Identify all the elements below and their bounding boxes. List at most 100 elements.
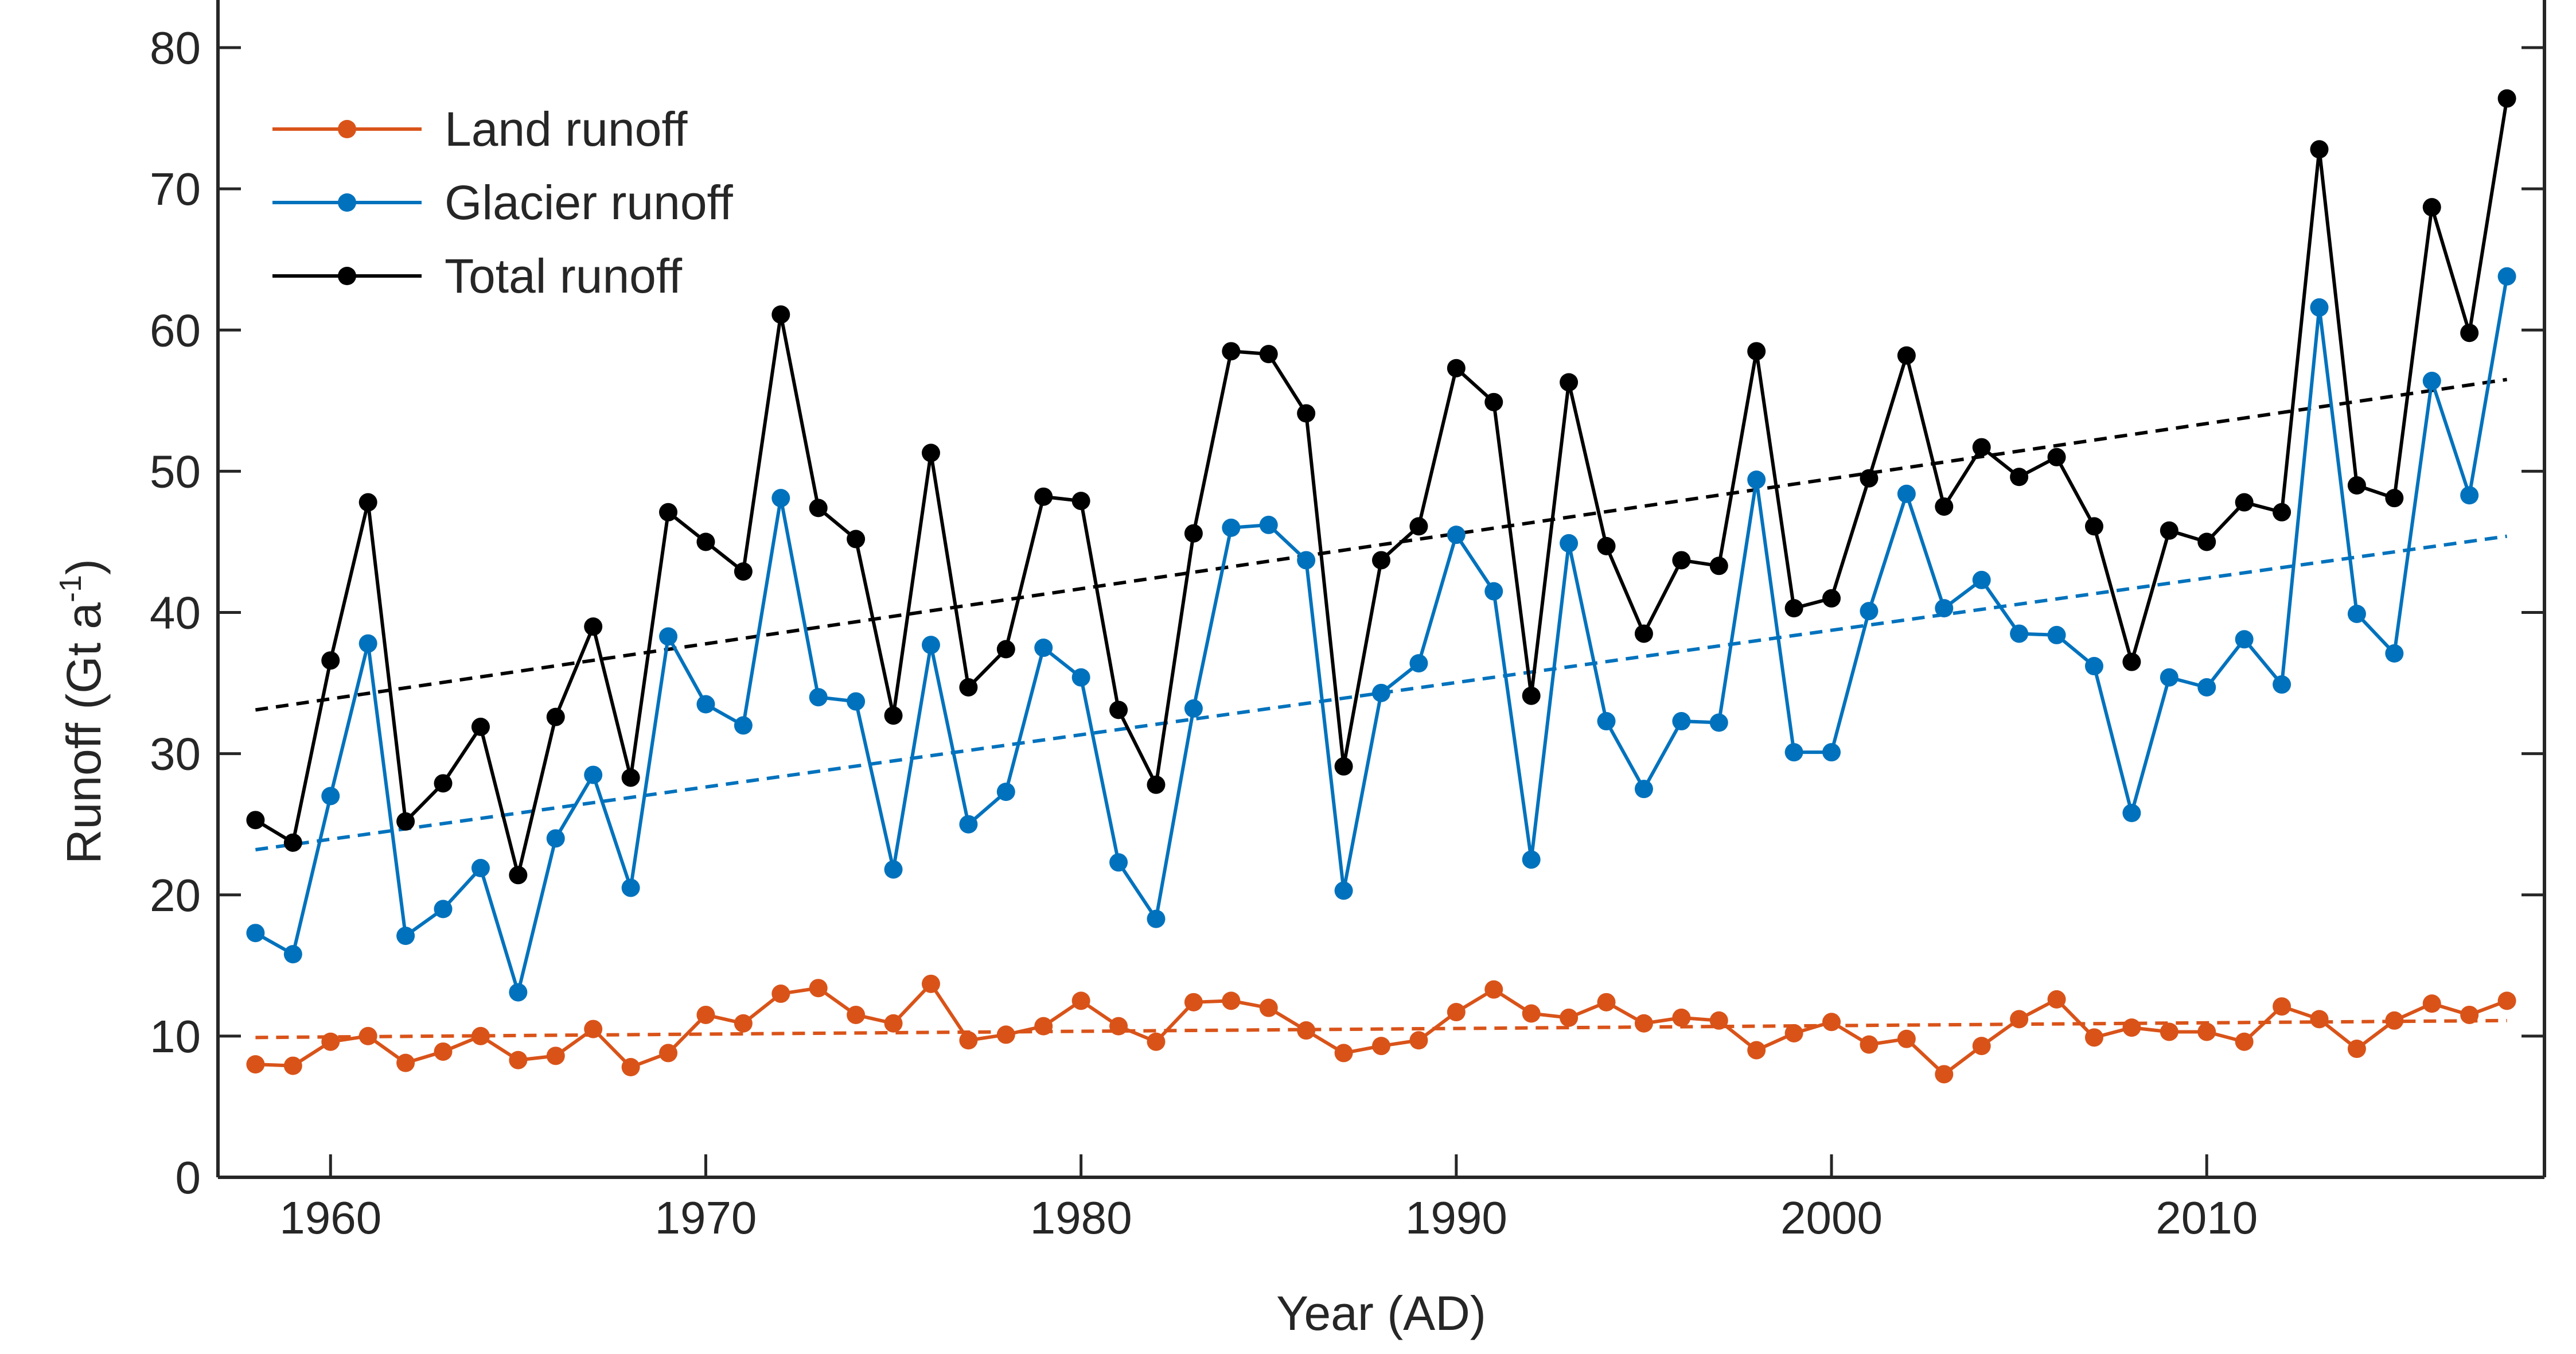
land-runoff-point xyxy=(358,1026,377,1045)
glacier-runoff-point xyxy=(396,927,415,946)
glacier-runoff-point xyxy=(1034,639,1053,657)
glacier-runoff-point xyxy=(1297,551,1316,570)
total-runoff-point xyxy=(1897,346,1916,365)
total-runoff-point xyxy=(1784,599,1803,618)
total-runoff-point xyxy=(2197,532,2216,551)
glacier-runoff-point xyxy=(2235,630,2254,649)
total-runoff-point xyxy=(2160,521,2179,540)
total-runoff-point xyxy=(2235,493,2254,512)
glacier-runoff-series xyxy=(246,267,2516,1002)
total-runoff-point xyxy=(509,866,528,885)
total-runoff-point xyxy=(1709,557,1728,575)
total-runoff-point xyxy=(1634,624,1653,643)
total-runoff-point xyxy=(2497,89,2516,108)
glacier-runoff-point xyxy=(1935,599,1954,618)
glacier-runoff-point xyxy=(734,716,753,735)
total-runoff-point xyxy=(1071,492,1090,511)
glacier-runoff-point xyxy=(1672,712,1691,731)
land-runoff-point xyxy=(1972,1037,1991,1056)
glacier-runoff-point xyxy=(1222,518,1241,537)
glacier-runoff-point xyxy=(1597,712,1616,731)
glacier-runoff-point xyxy=(1184,699,1203,718)
land-runoff-trend-line xyxy=(255,1018,2507,1040)
total-runoff-point xyxy=(1409,517,1428,536)
x-tick-label: 1990 xyxy=(1405,1192,1507,1243)
total-runoff-point xyxy=(1297,404,1316,423)
total-runoff-point xyxy=(809,499,828,518)
glacier-runoff-point xyxy=(921,636,940,655)
land-runoff-point xyxy=(2422,994,2441,1013)
total-runoff-point xyxy=(1372,551,1390,570)
legend: Land runoff Glacier runoff Total runoff xyxy=(272,102,733,303)
glacier-runoff-point xyxy=(621,878,640,897)
glacier-runoff-point xyxy=(2122,804,2141,823)
glacier-runoff-point xyxy=(1484,582,1503,601)
glacier-runoff-point xyxy=(1747,470,1766,489)
y-tick-label: 20 xyxy=(150,870,201,921)
total-runoff-point xyxy=(2460,324,2479,343)
land-runoff-point xyxy=(1784,1024,1803,1042)
total-runoff-point xyxy=(1259,345,1278,364)
glacier-runoff-point xyxy=(321,787,340,806)
total-runoff-point xyxy=(2347,476,2366,495)
glacier-runoff-point xyxy=(471,859,490,878)
x-tick-label: 1980 xyxy=(1030,1192,1132,1243)
glacier-runoff-point xyxy=(884,860,903,879)
total-runoff-point xyxy=(321,651,340,670)
land-runoff-point xyxy=(1334,1044,1353,1063)
glacier-runoff-point xyxy=(1447,526,1466,544)
land-runoff-point xyxy=(1897,1029,1916,1048)
legend-item-total-runoff: Total runoff xyxy=(272,249,683,303)
total-runoff-point xyxy=(546,707,565,726)
total-runoff-point xyxy=(2047,448,2066,466)
land-runoff-point xyxy=(321,1032,340,1051)
land-runoff-point xyxy=(246,1055,265,1074)
total-runoff-point xyxy=(1672,551,1691,570)
legend-swatch-marker xyxy=(338,120,356,138)
land-runoff-point xyxy=(1484,980,1503,999)
y-axis-label-close: ) xyxy=(57,559,111,575)
glacier-runoff-point xyxy=(2460,486,2479,505)
land-runoff-point xyxy=(2347,1040,2366,1059)
land-runoff-point xyxy=(809,979,828,998)
glacier-runoff-point xyxy=(771,489,790,508)
total-runoff-point xyxy=(434,774,453,793)
axes: 0 10 20 30 40 50 60 70 80 1960 1970 1980 1990 2000 201… xyxy=(150,0,2546,1243)
glacier-runoff-point xyxy=(2422,371,2441,390)
x-axis-label: Year (AD) xyxy=(1276,1286,1486,1340)
total-runoff-point xyxy=(921,443,940,462)
glacier-runoff-point xyxy=(2347,604,2366,623)
y-tick-label: 80 xyxy=(150,22,201,73)
total-runoff-point xyxy=(2385,489,2404,508)
glacier-runoff-point xyxy=(2273,675,2291,694)
glacier-runoff-point xyxy=(584,765,603,784)
land-runoff-point xyxy=(1297,1021,1316,1040)
land-runoff-point xyxy=(2084,1028,2103,1047)
x-tick-label: 1960 xyxy=(279,1192,381,1243)
total-runoff-point xyxy=(959,678,978,697)
glacier-runoff-point xyxy=(2497,267,2516,286)
land-runoff-point xyxy=(2273,997,2291,1016)
glacier-runoff-point xyxy=(1071,668,1090,687)
land-runoff-point xyxy=(1409,1031,1428,1050)
legend-label: Glacier runoff xyxy=(445,176,733,229)
land-runoff-point xyxy=(921,974,940,993)
land-runoff-point xyxy=(2497,991,2516,1010)
glacier-runoff-point xyxy=(2197,678,2216,697)
land-runoff-point xyxy=(1709,1011,1728,1030)
land-runoff-point xyxy=(884,1014,903,1033)
legend-item-glacier-runoff: Glacier runoff xyxy=(272,176,733,229)
total-runoff-point xyxy=(2310,140,2329,159)
land-runoff-point xyxy=(1935,1065,1954,1084)
total-runoff-point xyxy=(1109,701,1128,719)
total-runoff-point xyxy=(847,530,866,548)
land-runoff-point xyxy=(1822,1013,1841,1032)
legend-label: Land runoff xyxy=(445,102,688,156)
glacier-runoff-point xyxy=(2385,644,2404,663)
total-runoff-point xyxy=(1334,757,1353,776)
land-runoff-point xyxy=(434,1042,453,1061)
total-runoff-point xyxy=(1972,438,1991,457)
glacier-runoff-point xyxy=(434,900,453,919)
glacier-runoff-point xyxy=(1709,713,1728,732)
glacier-runoff-point xyxy=(1822,743,1841,762)
